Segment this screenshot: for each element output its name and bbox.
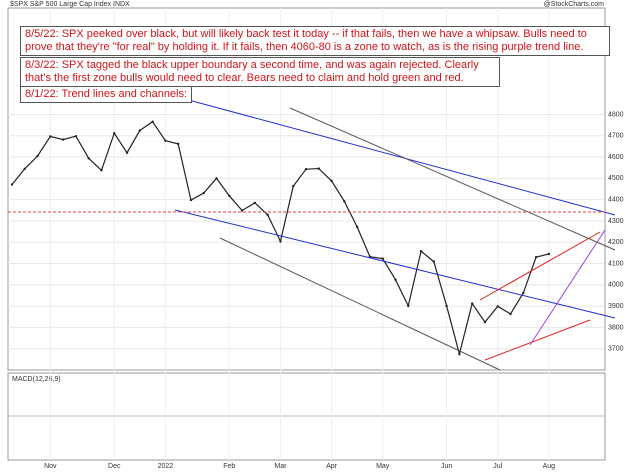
black-line (219, 237, 501, 371)
price-point (215, 177, 218, 180)
price-point (61, 138, 65, 141)
price-point (49, 135, 52, 138)
price-point (547, 252, 551, 256)
price-point (432, 260, 436, 263)
price-point (189, 198, 193, 202)
blue-line (174, 209, 616, 319)
y-tick-label: 4600 (608, 154, 624, 161)
x-tick-label: May (376, 463, 390, 470)
price-point (317, 167, 320, 170)
price-point (240, 209, 244, 212)
price-point (253, 201, 257, 205)
price-point (87, 157, 90, 160)
x-tick-label: Aug (543, 463, 556, 470)
y-tick-label: 3700 (608, 346, 624, 353)
x-tick-label: Jun (441, 463, 452, 470)
red-line (479, 231, 601, 301)
price-point (343, 200, 346, 203)
black-line (289, 107, 616, 251)
price-point (125, 151, 129, 154)
macd-label: MACD(12,26,9) (12, 376, 61, 383)
y-tick-label: 4200 (608, 239, 624, 246)
price-point (394, 278, 397, 281)
y-tick-label: 3800 (608, 324, 624, 331)
blue-line (169, 94, 616, 216)
price-point (470, 302, 474, 305)
price-point (330, 179, 333, 183)
price-point (10, 183, 14, 186)
price-point (381, 257, 384, 260)
price-point (23, 167, 26, 170)
x-tick-label: 2022 (158, 463, 174, 470)
y-tick-label: 4100 (608, 260, 624, 267)
price-point (176, 142, 180, 146)
price-point (355, 225, 359, 229)
price-point (228, 194, 231, 198)
price-point (304, 167, 308, 171)
price-point (36, 154, 39, 158)
y-tick-label: 4700 (608, 133, 624, 140)
price-point (202, 191, 205, 195)
price-point (279, 240, 282, 243)
price-point (522, 291, 525, 295)
price-point (483, 320, 487, 324)
trend-lines (8, 94, 616, 371)
price-point (138, 129, 142, 132)
annotation: 8/1/22: Trend lines and channels: (20, 86, 193, 103)
y-tick-label: 4400 (608, 196, 624, 203)
price-point (100, 169, 103, 172)
price-point (74, 134, 78, 138)
y-tick-label: 4000 (608, 282, 624, 289)
header-source: @StockCharts.com (544, 1, 605, 8)
y-tick-label: 4800 (608, 111, 624, 118)
price-point (407, 304, 410, 308)
price-point (113, 132, 116, 135)
price-point (534, 255, 538, 259)
x-tick-label: Jul (493, 463, 502, 470)
x-tick-label: Feb (223, 463, 235, 470)
y-tick-label: 4500 (608, 175, 624, 182)
annotation: 8/3/22: SPX tagged the black upper bound… (20, 57, 500, 87)
y-tick-label: 4300 (608, 218, 624, 225)
x-tick-label: Mar (274, 463, 287, 470)
price-point (458, 352, 461, 356)
price-point (164, 139, 167, 142)
x-tick-label: Dec (108, 463, 121, 470)
x-tick-label: Apr (326, 463, 338, 470)
price-point (151, 120, 154, 123)
price-point (509, 312, 512, 316)
header-symbol: $SPX S&P 500 Large Cap Index INDX (10, 1, 130, 8)
x-tick-label: Nov (44, 463, 57, 470)
y-tick-label: 3900 (608, 303, 624, 310)
purple-line (529, 229, 606, 346)
price-point (496, 305, 499, 308)
price-point (419, 249, 423, 253)
price-point (445, 304, 448, 308)
price-point (292, 185, 295, 188)
annotation: 8/5/22: SPX peeked over black, but will … (20, 26, 610, 56)
price-point (266, 213, 269, 216)
red-line (484, 319, 591, 361)
